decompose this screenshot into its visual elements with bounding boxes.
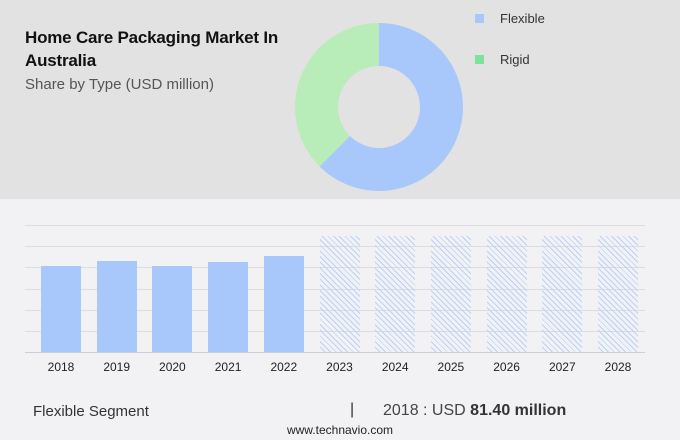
- forecast-bar-2025: [430, 236, 471, 352]
- segment-value-prefix: 2018 : USD: [383, 402, 466, 419]
- segment-value-amount: 81.40 million: [470, 402, 567, 419]
- x-axis-label: 2025: [437, 360, 465, 374]
- legend-swatch-rigid: [475, 55, 484, 64]
- bar-2018: [41, 266, 81, 352]
- x-axis-label: 2026: [493, 360, 520, 374]
- forecast-bar-2027: [542, 236, 583, 352]
- bottom-panel: 2018 2019 2020 2021 2022 2023 2024 2025 2026 2027…: [0, 199, 680, 440]
- gridline: [25, 225, 645, 226]
- legend-label: Rigid: [500, 52, 530, 67]
- legend-item-flexible: Flexible: [475, 11, 545, 26]
- x-axis-label: 2023: [326, 360, 353, 374]
- legend-swatch-flexible: [475, 14, 484, 23]
- bar-2021: [208, 262, 249, 352]
- forecast-bar-2023: [319, 236, 360, 352]
- bar-chart: 2018 2019 2020 2021 2022 2023 2024 2025 2026 2027…: [0, 199, 680, 399]
- bar-2020: [152, 266, 193, 352]
- x-axis-label: 2020: [159, 360, 186, 374]
- donut-slice-flexible: [319, 23, 463, 191]
- bar-2022: [263, 256, 304, 352]
- x-axis-label: 2019: [103, 360, 131, 374]
- bar-2019: [96, 261, 137, 352]
- x-axis-label: 2028: [604, 360, 632, 374]
- x-axis-baseline: [25, 352, 645, 353]
- forecast-bar-2024: [375, 236, 416, 352]
- forecast-bar-2026: [486, 236, 527, 352]
- segment-label: Flexible Segment: [33, 403, 149, 420]
- x-axis-label: 2024: [381, 360, 409, 374]
- chart-subtitle: Share by Type (USD million): [25, 76, 214, 93]
- x-axis-label: 2027: [548, 360, 576, 374]
- donut-slice-rigid: [295, 23, 379, 167]
- source-url: www.technavio.com: [286, 423, 394, 437]
- top-panel: Home Care Packaging Market In Australia …: [0, 0, 680, 199]
- x-axis-label: 2018: [47, 360, 75, 374]
- separator: |: [350, 401, 355, 418]
- segment-value: 2018 : USD 81.40 million: [383, 402, 566, 420]
- x-axis-label: 2022: [270, 360, 298, 374]
- x-axis-label: 2021: [214, 360, 242, 374]
- forecast-bar-2028: [598, 236, 638, 352]
- legend-label: Flexible: [500, 11, 545, 26]
- donut-chart: [295, 23, 463, 191]
- chart-title: Home Care Packaging Market In Australia: [25, 28, 279, 70]
- legend-item-rigid: Rigid: [475, 52, 530, 67]
